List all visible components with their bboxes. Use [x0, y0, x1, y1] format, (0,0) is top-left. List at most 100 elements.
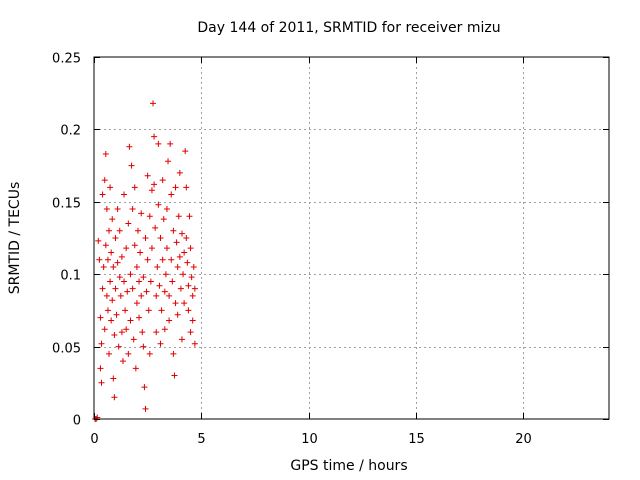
data-point — [185, 282, 192, 289]
x-tick-label: 15 — [408, 432, 425, 447]
data-point — [97, 314, 104, 321]
data-point — [142, 235, 149, 241]
data-point — [188, 274, 195, 281]
data-point — [187, 245, 194, 252]
data-point — [154, 263, 161, 270]
data-point — [101, 326, 108, 333]
data-point — [158, 307, 165, 314]
data-point — [129, 285, 136, 292]
data-point — [99, 285, 106, 292]
data-point — [177, 285, 184, 292]
data-point — [152, 224, 159, 231]
data-point — [167, 140, 174, 147]
data-point — [123, 245, 130, 252]
data-point — [151, 133, 158, 140]
data-point — [95, 237, 102, 244]
data-point — [98, 379, 105, 386]
data-point — [189, 317, 196, 324]
data-point — [117, 292, 124, 299]
data-point — [183, 184, 190, 191]
data-point — [168, 256, 175, 263]
data-point — [190, 263, 197, 270]
data-point — [181, 300, 188, 307]
data-point — [123, 326, 130, 333]
x-tick-label: 20 — [515, 432, 532, 447]
data-point — [134, 227, 141, 234]
data-point — [166, 317, 173, 324]
data-point — [176, 253, 183, 260]
data-point — [172, 184, 179, 191]
data-point — [170, 350, 177, 357]
data-point — [118, 253, 125, 260]
data-point — [103, 292, 110, 299]
data-point — [176, 169, 183, 176]
data-point — [159, 256, 166, 263]
data-point — [110, 263, 117, 270]
data-point — [172, 300, 179, 307]
data-point — [121, 278, 128, 285]
data-point — [127, 317, 134, 324]
data-point — [111, 332, 118, 339]
data-point — [136, 278, 143, 285]
data-point — [161, 326, 168, 333]
data-point — [148, 187, 155, 194]
data-point — [100, 263, 107, 270]
data-point — [130, 336, 137, 343]
y-tick-label: 0.1 — [60, 269, 81, 284]
data-point — [162, 271, 169, 278]
data-point — [98, 340, 105, 347]
data-point — [170, 227, 177, 234]
axis-ticks: 0 0.05 0.1 0.15 0.2 0.25 0 5 10 15 20 — [52, 52, 609, 447]
data-point — [131, 184, 138, 191]
data-point — [185, 307, 192, 314]
data-point — [115, 343, 122, 350]
data-point — [103, 206, 110, 213]
plot-frame — [93, 56, 610, 420]
y-tick-label: 0 — [73, 414, 81, 429]
x-tick-label: 5 — [197, 432, 205, 447]
data-point — [104, 256, 111, 263]
data-point — [96, 256, 103, 263]
data-point — [171, 372, 178, 379]
data-point — [122, 307, 129, 314]
data-point — [139, 329, 146, 336]
data-point — [138, 210, 145, 217]
data-point — [180, 271, 187, 278]
data-point — [169, 278, 176, 285]
data-point — [144, 172, 151, 179]
data-point — [121, 191, 128, 198]
data-point — [97, 365, 104, 372]
data-point — [129, 206, 136, 213]
data-point — [183, 235, 190, 241]
data-point — [132, 365, 139, 372]
x-tick-label: 0 — [90, 432, 98, 447]
data-point — [106, 350, 113, 357]
data-point — [112, 235, 119, 241]
data-point — [182, 148, 189, 155]
data-point — [128, 162, 135, 169]
data-point — [114, 206, 121, 213]
data-point — [140, 274, 147, 281]
data-point — [116, 274, 123, 281]
data-point — [147, 278, 154, 285]
data-point — [107, 184, 114, 191]
data-point — [126, 143, 133, 150]
data-point — [186, 213, 193, 220]
data-point — [114, 259, 121, 266]
data-point — [150, 100, 157, 107]
y-tick-label: 0.2 — [60, 124, 81, 139]
data-point — [125, 220, 132, 227]
data-point — [108, 317, 115, 324]
y-tick-label: 0.05 — [52, 342, 81, 357]
data-point — [173, 239, 180, 246]
data-points — [92, 100, 198, 422]
data-point — [104, 307, 111, 314]
data-point — [144, 256, 151, 263]
data-point — [118, 329, 125, 336]
data-point — [153, 329, 160, 336]
data-point — [102, 242, 109, 249]
data-point — [102, 151, 109, 158]
data-point — [113, 311, 120, 318]
data-point — [174, 263, 181, 270]
